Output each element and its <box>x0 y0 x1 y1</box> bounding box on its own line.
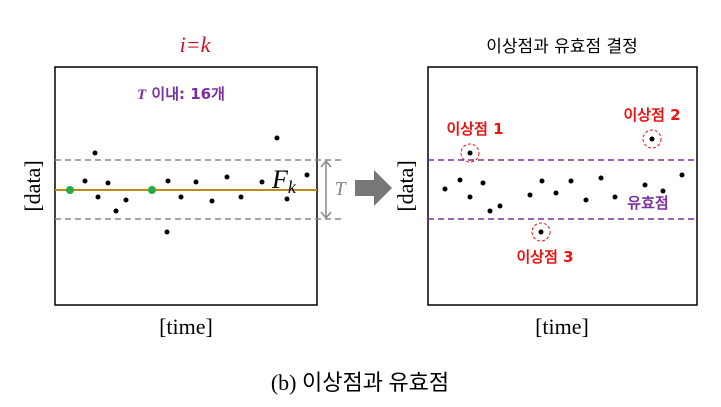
count-text: 이내: 16개 <box>146 85 225 103</box>
left-y-label: [data] <box>20 160 45 211</box>
count-symbol: T <box>137 87 147 103</box>
outlier-label: 이상점 3 <box>516 248 573 266</box>
left-frame <box>54 66 318 306</box>
band-label: T <box>334 178 347 200</box>
right-dots <box>442 136 685 235</box>
fit-symbol: F <box>271 165 289 194</box>
outlier-label: 이상점 1 <box>446 120 503 138</box>
outlier-rings <box>460 129 662 242</box>
caption: (b) 이상점과 유효점 <box>271 370 449 395</box>
left-title: i=k <box>180 32 212 57</box>
left-dots <box>82 135 310 235</box>
right-frame <box>427 66 698 306</box>
transition-arrow <box>355 170 392 206</box>
fit-label: Fk <box>271 165 297 197</box>
count-label: T 이내: 16개 <box>137 85 225 103</box>
outlier-label: 이상점 2 <box>623 106 680 124</box>
valid-label: 유효점 <box>627 194 668 212</box>
right-y-label: [data] <box>393 160 418 211</box>
band-bracket <box>320 159 332 220</box>
left-x-label: [time] <box>159 314 213 339</box>
right-x-label: [time] <box>535 314 589 339</box>
fit-subscript: k <box>288 177 297 197</box>
selected-dot <box>148 186 156 194</box>
selected-dot <box>66 186 74 194</box>
right-title: 이상점과 유효점 결정 <box>486 37 638 57</box>
